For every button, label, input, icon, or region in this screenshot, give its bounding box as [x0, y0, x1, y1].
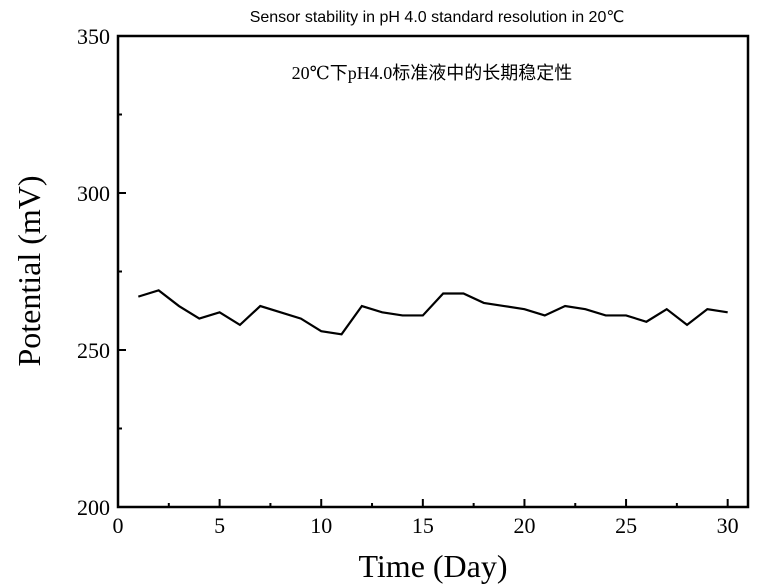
x-tick-label: 25	[615, 513, 637, 538]
x-axis-label: Time (Day)	[358, 548, 507, 584]
x-tick-label: 5	[214, 513, 225, 538]
chart-annotation: 20℃下pH4.0标准液中的长期稳定性	[292, 63, 573, 83]
plot-frame	[116, 34, 750, 509]
y-tick-label: 300	[77, 181, 110, 206]
x-tick-label: 20	[513, 513, 535, 538]
chart-title: Sensor stability in pH 4.0 standard reso…	[250, 9, 625, 26]
x-tick-label: 30	[717, 513, 739, 538]
y-tick-label: 250	[77, 338, 110, 363]
y-tick-label: 200	[77, 495, 110, 520]
series-line	[137, 289, 728, 336]
x-tick-label: 0	[113, 513, 124, 538]
y-axis-label: Potential (mV)	[11, 175, 47, 366]
y-tick-label: 350	[77, 24, 110, 49]
x-tick-label: 10	[310, 513, 332, 538]
x-tick-label: 15	[412, 513, 434, 538]
